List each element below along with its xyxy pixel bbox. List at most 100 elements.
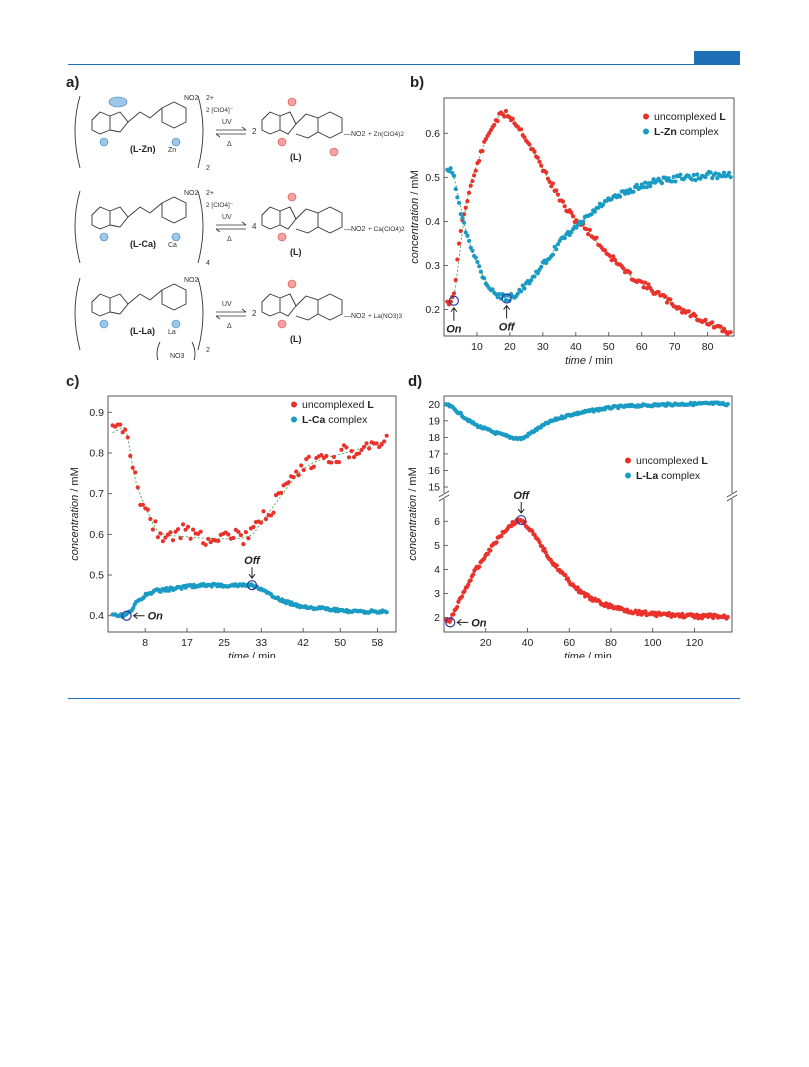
fit-curve: [112, 426, 387, 540]
series-l-la-complex: [443, 400, 730, 442]
data-point: [725, 401, 730, 407]
product-n-highlight: [277, 319, 287, 329]
complex-label: (L-La): [130, 326, 155, 336]
data-point: [596, 205, 601, 210]
indoline-ring: [91, 111, 111, 135]
y-tick-label: 0.7: [89, 488, 104, 500]
data-point: [238, 532, 243, 538]
data-point: [544, 260, 549, 266]
data-point: [468, 578, 473, 583]
data-point: [178, 536, 183, 541]
product-benzo: [261, 293, 281, 317]
marker-arrow: [503, 304, 511, 319]
metal-highlight: [171, 319, 181, 329]
data-point: [539, 163, 544, 168]
data-point: [294, 469, 299, 474]
complex-label: (L-Zn): [130, 144, 155, 154]
data-point: [708, 170, 713, 175]
marker-circle: [121, 610, 132, 621]
data-point: [507, 114, 512, 120]
data-point: [535, 271, 540, 276]
reverse-arrow: [215, 315, 246, 320]
data-point: [128, 453, 133, 458]
data-point: [502, 114, 507, 119]
data-point: [668, 297, 673, 302]
data-point: [351, 455, 357, 460]
y-tick-label: 0.9: [89, 407, 104, 419]
stoich-left: 2: [206, 165, 210, 172]
data-point: [542, 546, 547, 551]
product-benzo: [261, 206, 281, 230]
data-point: [643, 609, 648, 614]
data-point: [495, 118, 500, 124]
legend-marker: [625, 472, 631, 479]
data-point: [451, 173, 457, 178]
series-l-zn-complex: [445, 166, 733, 303]
data-point: [563, 573, 568, 578]
data-point: [473, 255, 478, 260]
data-point: [125, 435, 130, 440]
data-point: [188, 536, 193, 541]
scheme-row-l-zn: NO2 (L-Zn) Zn 2 2+ 2 [ClO4]⁻ UV Δ 2 —NO2 (L) + Zn(C…: [74, 95, 404, 172]
data-point: [589, 212, 594, 217]
data-point: [659, 181, 665, 186]
data-point: [173, 529, 178, 534]
heat-label: Δ: [227, 323, 232, 330]
data-point: [554, 247, 559, 252]
marker-circle: [448, 295, 459, 306]
nitrate-ligand: NO3: [170, 353, 185, 360]
heat-label: Δ: [227, 236, 232, 243]
data-point: [236, 529, 241, 534]
y-tick-label: 5: [434, 540, 440, 552]
data-point: [367, 446, 372, 451]
data-point: [468, 183, 473, 188]
y-tick-label: 0.2: [425, 304, 440, 316]
data-point: [453, 186, 458, 192]
marker-circle: [445, 617, 456, 628]
series-uncomplexed-l: [445, 108, 733, 337]
spiro-highlight: [287, 279, 297, 289]
data-point: [644, 286, 649, 291]
stoich-right: 4: [252, 222, 257, 231]
y-tick-label: 0.3: [425, 260, 440, 272]
product-nitro: —NO2: [344, 131, 366, 138]
data-point: [544, 170, 549, 175]
data-point: [279, 490, 284, 495]
data-point: [728, 330, 733, 335]
data-point: [673, 179, 678, 184]
data-point: [459, 594, 465, 599]
x-tick-label: 8: [142, 637, 148, 649]
data-point: [488, 548, 493, 553]
metal-highlight: [171, 232, 181, 242]
legend-entry: L-La complex: [636, 470, 701, 482]
nitrogen-highlight: [99, 232, 109, 242]
axis-break-gap-right: [726, 493, 738, 499]
data-point: [621, 266, 626, 271]
data-point: [626, 191, 631, 196]
data-point: [631, 189, 636, 194]
data-point: [483, 136, 488, 142]
bracket-right: [197, 95, 204, 169]
data-point: [641, 285, 646, 290]
data-point: [463, 230, 468, 235]
y-axis-label: concentration / mM: [69, 467, 81, 561]
data-point: [545, 176, 551, 181]
data-point: [145, 507, 150, 512]
x-tick-label: 17: [181, 637, 193, 649]
data-point: [477, 158, 482, 164]
x-tick-label: 60: [636, 341, 648, 353]
metal-highlight: [171, 137, 181, 147]
x-tick-label: 58: [372, 637, 384, 649]
data-point: [477, 264, 482, 269]
data-point: [461, 212, 467, 217]
data-point: [251, 524, 256, 530]
reverse-arrow: [215, 133, 246, 138]
marker-label: Off: [499, 322, 516, 334]
data-point: [470, 248, 475, 253]
series-l-ca-complex: [110, 581, 389, 619]
data-point: [639, 279, 644, 285]
product-pyran: [295, 208, 319, 234]
data-point: [664, 300, 670, 305]
data-point: [465, 233, 470, 238]
